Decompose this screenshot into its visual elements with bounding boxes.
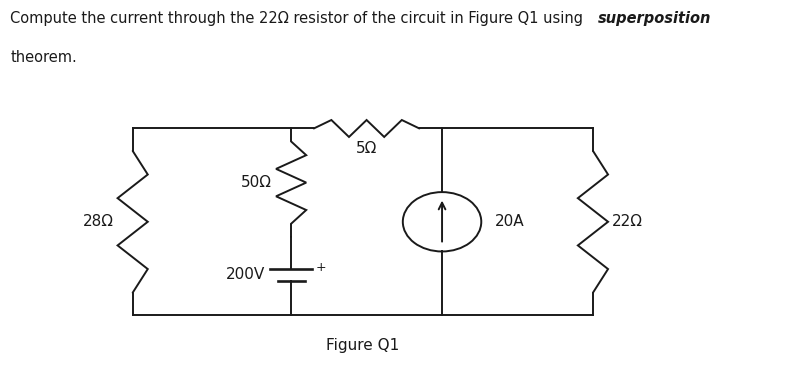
Text: 20A: 20A — [495, 214, 524, 229]
Text: 200V: 200V — [226, 267, 265, 282]
Text: superposition: superposition — [597, 11, 711, 26]
Text: +: + — [315, 262, 326, 275]
Text: 28Ω: 28Ω — [83, 214, 114, 229]
Text: theorem.: theorem. — [10, 50, 77, 65]
Text: Compute the current through the 22Ω resistor of the circuit in Figure Q1 using: Compute the current through the 22Ω resi… — [10, 11, 588, 26]
Text: 50Ω: 50Ω — [241, 175, 272, 190]
Text: Figure Q1: Figure Q1 — [326, 338, 399, 353]
Text: 22Ω: 22Ω — [612, 214, 643, 229]
Text: 5Ω: 5Ω — [356, 141, 377, 156]
